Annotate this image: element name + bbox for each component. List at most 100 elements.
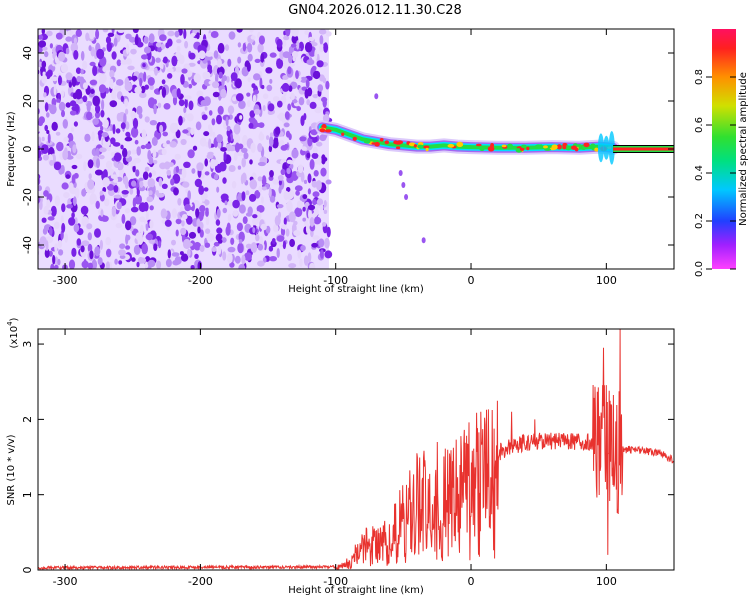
noise-speckle xyxy=(70,127,75,132)
noise-speckle xyxy=(166,68,174,73)
noise-speckle xyxy=(156,260,162,269)
noise-speckle xyxy=(199,137,207,147)
noise-speckle xyxy=(80,68,84,75)
noise-speckle xyxy=(247,42,253,53)
noise-speckle xyxy=(306,99,311,106)
noise-speckle xyxy=(73,50,79,60)
noise-speckle xyxy=(43,190,49,197)
noise-speckle xyxy=(250,35,256,40)
noise-speckle xyxy=(246,92,251,97)
noise-speckle xyxy=(48,226,53,236)
noise-speckle xyxy=(143,71,147,83)
noise-speckle xyxy=(46,130,50,134)
noise-speckle xyxy=(152,149,157,159)
noise-speckle xyxy=(144,116,150,123)
noise-speckle xyxy=(232,133,240,144)
noise-speckle xyxy=(246,62,251,72)
noise-speckle xyxy=(171,55,178,67)
noise-speckle xyxy=(109,78,114,90)
noise-speckle xyxy=(92,118,99,125)
noise-speckle xyxy=(311,242,318,248)
colorbar-tick-label: 0.2 xyxy=(694,213,705,229)
noise-speckle xyxy=(38,173,41,180)
noise-speckle xyxy=(32,218,37,223)
noise-speckle xyxy=(142,63,146,68)
noise-speckle xyxy=(155,42,162,48)
noise-speckle xyxy=(258,122,265,128)
noise-speckle xyxy=(140,224,144,235)
noise-speckle xyxy=(276,58,284,69)
noise-speckle xyxy=(268,187,272,198)
noise-speckle xyxy=(182,181,190,188)
noise-speckle xyxy=(118,260,123,265)
noise-speckle xyxy=(216,208,221,218)
noise-speckle xyxy=(233,123,241,135)
snr-ytick-label: 2 xyxy=(21,416,34,423)
noise-speckle xyxy=(296,200,304,209)
noise-speckle xyxy=(288,54,293,64)
signal-hotspot xyxy=(417,144,424,149)
spectrogram-xtick-label: -300 xyxy=(53,274,78,287)
signal-hotspot xyxy=(319,128,326,133)
noise-speckle xyxy=(188,62,196,67)
noise-speckle xyxy=(87,232,93,241)
noise-speckle xyxy=(41,29,45,35)
noise-speckle xyxy=(71,174,76,184)
noise-speckle xyxy=(161,43,165,50)
noise-speckle xyxy=(153,103,157,115)
noise-speckle xyxy=(130,160,137,167)
noise-speckle xyxy=(61,203,66,213)
noise-speckle xyxy=(249,193,257,202)
noise-speckle xyxy=(106,248,112,258)
noise-speckle xyxy=(66,204,73,209)
noise-speckle xyxy=(306,152,311,159)
noise-speckle xyxy=(228,145,236,152)
noise-speckle xyxy=(288,133,292,141)
noise-speckle xyxy=(193,241,202,251)
noise-speckle xyxy=(222,251,227,261)
noise-speckle xyxy=(290,92,295,101)
noise-speckle xyxy=(29,219,37,229)
noise-speckle xyxy=(257,243,264,251)
noise-speckle xyxy=(266,135,270,141)
noise-speckle xyxy=(98,154,105,160)
noise-speckle xyxy=(175,229,179,237)
noise-speckle xyxy=(253,89,259,95)
noise-speckle xyxy=(159,34,167,42)
noise-speckle xyxy=(38,149,42,159)
noise-speckle xyxy=(204,171,210,176)
noise-speckle xyxy=(205,215,210,226)
noise-speckle xyxy=(307,188,311,195)
snr-multiplier: (x104) xyxy=(6,317,20,348)
noise-speckle xyxy=(249,159,253,165)
noise-speckle xyxy=(130,206,139,213)
noise-speckle xyxy=(71,164,78,170)
noise-speckle xyxy=(207,124,212,130)
noise-speckle xyxy=(56,141,64,152)
noise-speckle xyxy=(119,255,126,259)
noise-speckle xyxy=(310,42,318,47)
noise-speckle xyxy=(193,73,201,83)
noise-speckle xyxy=(280,168,286,176)
noise-speckle xyxy=(54,264,59,269)
noise-speckle xyxy=(227,58,232,67)
noise-speckle xyxy=(86,223,93,230)
noise-speckle xyxy=(46,30,53,37)
noise-speckle xyxy=(307,136,313,147)
noise-speckle xyxy=(261,84,265,90)
noise-speckle xyxy=(125,131,131,137)
noise-speckle xyxy=(143,36,149,44)
noise-speckle xyxy=(320,167,327,177)
noise-speckle xyxy=(281,82,290,92)
noise-speckle xyxy=(174,30,180,38)
noise-speckle xyxy=(188,83,193,89)
noise-speckle xyxy=(173,122,179,132)
noise-speckle xyxy=(180,253,189,262)
noise-speckle xyxy=(307,204,316,211)
noise-speckle xyxy=(52,254,56,265)
noise-speckle xyxy=(176,39,182,44)
noise-speckle xyxy=(199,229,204,238)
noise-speckle xyxy=(230,72,238,82)
noise-speckle xyxy=(230,237,235,245)
noise-speckle xyxy=(206,153,214,160)
